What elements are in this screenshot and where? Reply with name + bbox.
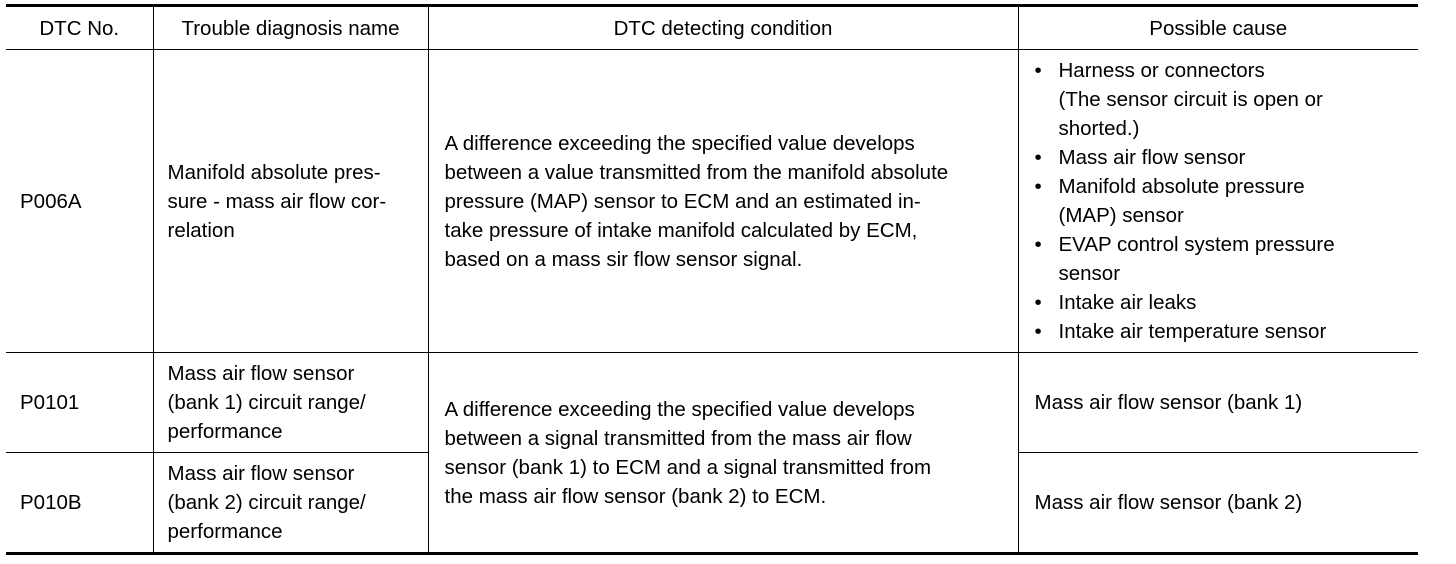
- possible-cause-text: EVAP control system pressure sensor: [1058, 233, 1335, 285]
- possible-cause: Mass air flow sensor (bank 2): [1017, 452, 1418, 554]
- possible-cause-text: Harness or connectors (The sensor circui…: [1058, 59, 1323, 140]
- bullet-icon: •: [1034, 233, 1042, 256]
- possible-cause: • Harness or connectors (The sensor circu…: [1017, 49, 1418, 353]
- table-row: P0101 Mass air flow sensor (bank 1) circ…: [6, 352, 1418, 554]
- header-dtc-detecting-condition: DTC detecting condition: [427, 5, 1019, 50]
- trouble-diagnosis-name-text: Mass air flow sensor (bank 1) circuit ra…: [167, 362, 366, 443]
- trouble-diagnosis-name: Manifold absolute pres- sure - mass air …: [152, 49, 429, 353]
- table-row: P010B Mass air flow sensor (bank 2) circ…: [6, 452, 1418, 554]
- bullet-icon: •: [1034, 146, 1042, 169]
- possible-cause-text: Mass air flow sensor: [1058, 146, 1246, 169]
- trouble-diagnosis-name-text: Manifold absolute pres- sure - mass air …: [167, 160, 387, 242]
- list-item: • Intake air leaks: [1035, 288, 1407, 317]
- table-header: DTC No. Trouble diagnosis name DTC detec…: [6, 5, 1418, 50]
- header-dtc-no: DTC No.: [6, 5, 154, 50]
- possible-cause-text: Intake air temperature sensor: [1058, 320, 1327, 343]
- list-item: • Manifold absolute pressure (MAP) sensor: [1035, 172, 1407, 230]
- list-item: • Intake air temperature sensor: [1035, 317, 1407, 346]
- possible-cause-text: Intake air leaks: [1058, 291, 1197, 314]
- table-row: P006A Manifold absolute pres- sure - mas…: [6, 49, 1418, 353]
- possible-cause: Mass air flow sensor (bank 1): [1017, 352, 1418, 453]
- header-row: DTC No. Trouble diagnosis name DTC detec…: [6, 5, 1418, 50]
- bullet-icon: •: [1034, 291, 1042, 314]
- header-possible-cause: Possible cause: [1017, 5, 1418, 50]
- trouble-diagnosis-name: Mass air flow sensor (bank 2) circuit ra…: [152, 452, 429, 554]
- list-item: • Harness or connectors (The sensor circu…: [1035, 56, 1407, 143]
- dtc-detecting-condition-text: A difference exceeding the specified val…: [444, 397, 932, 508]
- header-trouble-diagnosis-name: Trouble diagnosis name: [152, 5, 429, 50]
- list-item: • Mass air flow sensor: [1035, 143, 1407, 172]
- dtc-detecting-condition: A difference exceeding the specified val…: [427, 49, 1019, 353]
- dtc-code: P006A: [6, 49, 154, 353]
- dtc-table: DTC No. Trouble diagnosis name DTC detec…: [6, 4, 1418, 555]
- bullet-icon: •: [1034, 320, 1042, 343]
- trouble-diagnosis-name-text: Mass air flow sensor (bank 2) circuit ra…: [167, 462, 366, 543]
- dtc-code: P0101: [6, 352, 154, 453]
- bullet-icon: •: [1034, 175, 1042, 198]
- dtc-code: P010B: [6, 452, 154, 554]
- list-item: • EVAP control system pressure sensor: [1035, 230, 1407, 288]
- bullet-icon: •: [1034, 59, 1042, 82]
- possible-cause-list: • Harness or connectors (The sensor circu…: [1035, 56, 1407, 346]
- trouble-diagnosis-name: Mass air flow sensor (bank 1) circuit ra…: [152, 352, 429, 453]
- dtc-detecting-condition: A difference exceeding the specified val…: [427, 352, 1019, 554]
- dtc-detecting-condition-text: A difference exceeding the specified val…: [444, 131, 949, 271]
- possible-cause-text: Manifold absolute pressure (MAP) sensor: [1058, 175, 1305, 227]
